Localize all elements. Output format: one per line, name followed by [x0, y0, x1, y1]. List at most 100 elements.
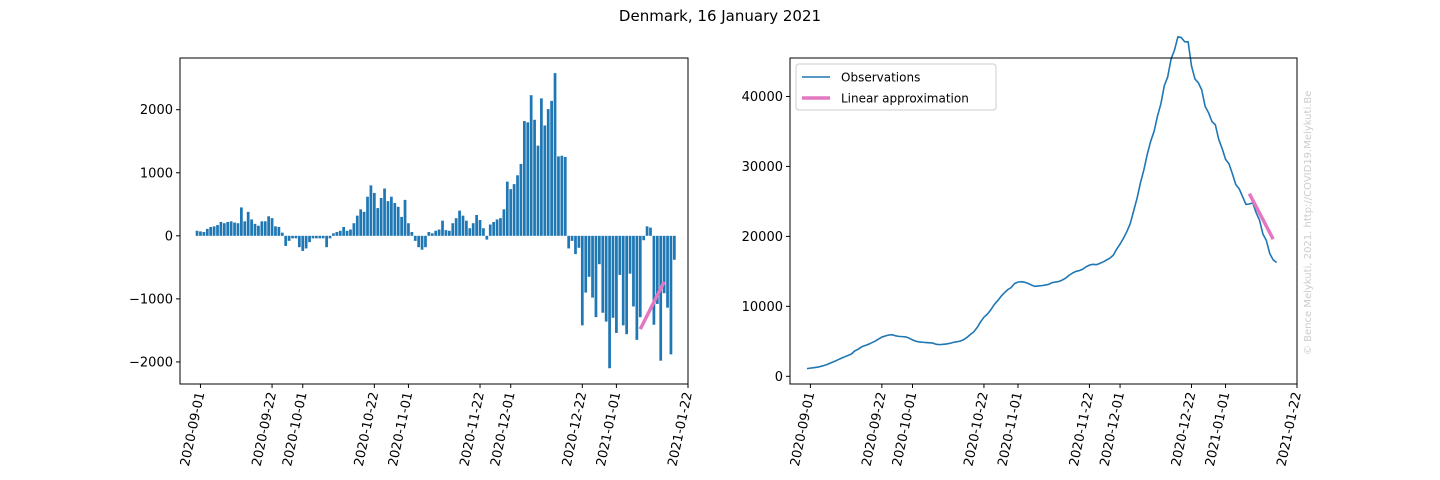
bar-60 — [400, 216, 403, 236]
x-tick-label-9: 2021-01-22 — [1275, 391, 1305, 468]
y-tick-label-3: 1000 — [140, 166, 173, 181]
bar-70 — [434, 230, 438, 236]
bar-39 — [328, 235, 332, 239]
bar-2 — [202, 232, 206, 236]
x-tick-label-3: 2020-10-22 — [352, 391, 382, 468]
y-tick-label-4: 40000 — [742, 90, 783, 105]
bar-80 — [468, 228, 472, 236]
bar-56 — [386, 201, 390, 236]
x-tick-label-8: 2021-01-01 — [1203, 391, 1233, 468]
bar-34 — [311, 235, 315, 239]
x-tick-label-0: 2020-09-01 — [178, 391, 208, 468]
x-tick-label-3: 2020-10-22 — [962, 391, 992, 468]
bar-27 — [287, 235, 291, 241]
bar-99 — [533, 119, 536, 236]
y-tick-label-2: 0 — [165, 229, 173, 244]
bar-109 — [567, 235, 571, 249]
bar-127 — [628, 235, 632, 274]
bar-16 — [250, 219, 253, 236]
bar-55 — [383, 188, 386, 236]
bar-137 — [662, 235, 666, 294]
bar-59 — [396, 206, 400, 236]
x-tick-label-6: 2020-12-01 — [488, 391, 518, 468]
bar-118 — [597, 235, 601, 265]
bar-107 — [560, 155, 564, 236]
bar-58 — [393, 203, 397, 236]
bar-77 — [458, 210, 461, 236]
bar-41 — [335, 232, 339, 236]
bar-78 — [461, 215, 465, 236]
bar-88 — [495, 219, 499, 236]
bar-83 — [478, 220, 482, 236]
y-tick-label-1: 10000 — [742, 300, 783, 315]
bar-68 — [427, 232, 431, 236]
bar-1 — [199, 231, 202, 236]
bar-5 — [212, 226, 216, 236]
y-tick-label-0: −2000 — [129, 355, 173, 370]
bar-130 — [638, 235, 642, 318]
bar-122 — [611, 235, 615, 318]
bar-123 — [615, 235, 618, 333]
bar-69 — [430, 233, 434, 236]
x-tick-label-0: 2020-09-01 — [788, 391, 818, 468]
bar-108 — [563, 157, 567, 236]
bar-98 — [529, 95, 533, 236]
bar-66 — [420, 235, 424, 250]
legend-label-1: Linear approximation — [841, 92, 969, 106]
bar-81 — [471, 223, 475, 236]
bar-100 — [536, 145, 540, 236]
legend: Observations Linear approximation — [795, 63, 997, 111]
bar-22 — [270, 218, 274, 236]
bar-92 — [509, 189, 513, 236]
bar-25 — [280, 232, 284, 236]
bar-40 — [332, 233, 335, 236]
bar-120 — [604, 235, 608, 322]
bar-11 — [233, 222, 236, 236]
bar-82 — [475, 215, 478, 236]
bar-117 — [594, 235, 598, 318]
bar-31 — [301, 235, 305, 251]
bar-54 — [379, 197, 383, 236]
bar-139 — [669, 235, 673, 355]
bar-0 — [195, 230, 199, 236]
bar-125 — [621, 235, 625, 326]
bar-135 — [655, 235, 659, 304]
bar-33 — [308, 235, 311, 243]
bar-26 — [284, 235, 288, 246]
bar-75 — [451, 223, 455, 236]
bar-102 — [543, 125, 547, 236]
bar-52 — [372, 192, 376, 236]
bar-114 — [584, 235, 588, 293]
right-line-chart: Observations Linear approximation 0 10000 20… — [742, 35, 1305, 468]
bar-15 — [246, 211, 250, 236]
bar-7 — [219, 221, 223, 236]
bar-17 — [253, 223, 257, 236]
bar-28 — [291, 235, 294, 239]
bar-61 — [403, 199, 407, 236]
bar-104 — [550, 100, 553, 236]
bar-43 — [342, 226, 346, 236]
bar-131 — [642, 235, 646, 241]
bar-32 — [304, 235, 308, 249]
observations-line — [806, 35, 1278, 370]
bar-134 — [652, 235, 656, 325]
y-tick-label-1: −1000 — [129, 292, 173, 307]
bar-96 — [522, 121, 526, 236]
bar-10 — [229, 221, 233, 236]
bar-42 — [338, 230, 342, 236]
bar-91 — [505, 181, 509, 236]
bar-110 — [570, 235, 574, 241]
bar-124 — [618, 235, 622, 275]
bar-133 — [649, 227, 652, 236]
bar-35 — [315, 235, 318, 239]
x-tick-label-7: 2020-12-22 — [560, 391, 590, 468]
bar-6 — [216, 225, 219, 236]
bar-71 — [437, 229, 441, 236]
bar-128 — [632, 235, 635, 307]
x-tick-label-1: 2020-09-22 — [250, 391, 280, 468]
bar-95 — [519, 163, 523, 236]
x-tick-label-2: 2020-10-01 — [280, 391, 310, 468]
bar-18 — [257, 225, 260, 236]
bar-24 — [277, 226, 281, 236]
